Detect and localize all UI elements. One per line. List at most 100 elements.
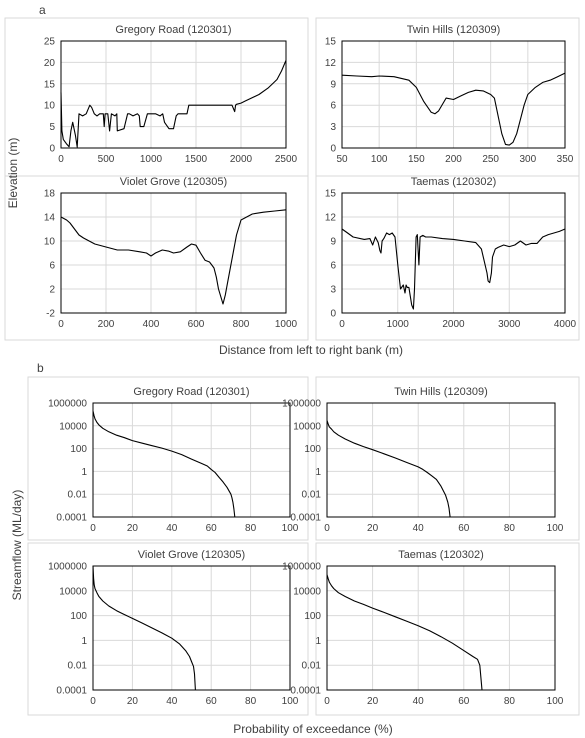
x-tick-label-twin-hills-flow: 100 — [547, 523, 564, 534]
y-tick-label-gregory-flow: 10000 — [59, 421, 87, 432]
x-tick-label-gregory-flow: 80 — [245, 523, 257, 534]
x-tick-label-taemas-elevation: 0 — [339, 319, 345, 330]
panel-frame-gregory-elevation — [4, 17, 309, 179]
y-tick-label-violet-elevation: 2 — [49, 285, 55, 296]
x-tick-label-violet-flow: 80 — [245, 696, 257, 707]
y-tick-label-twin-hills-elevation: 6 — [330, 101, 336, 112]
x-tick-label-violet-elevation: 1000 — [275, 319, 298, 330]
y-tick-label-violet-flow: 0.0001 — [56, 686, 87, 697]
x-tick-label-gregory-elevation: 1000 — [140, 154, 163, 165]
panel-b-x-axis-label: Probability of exceedance (%) — [233, 722, 392, 736]
y-tick-label-violet-elevation: 10 — [44, 237, 56, 248]
series-line-twin-hills-elevation — [341, 72, 566, 146]
y-tick-label-violet-elevation: 14 — [44, 213, 56, 224]
x-tick-label-twin-hills-elevation: 350 — [557, 154, 574, 165]
x-tick-label-taemas-elevation: 2000 — [442, 319, 465, 330]
y-tick-label-violet-flow: 1000000 — [48, 562, 87, 573]
y-tick-label-taemas-elevation: 6 — [330, 261, 336, 272]
series-line-taemas-elevation — [341, 228, 566, 310]
y-tick-label-gregory-elevation: 10 — [44, 101, 56, 112]
plot-area-border-gregory-flow — [92, 402, 291, 518]
series-line-violet-flow — [92, 565, 196, 691]
panel-a-label: a — [39, 3, 46, 17]
x-tick-label-twin-hills-elevation: 250 — [482, 154, 499, 165]
y-tick-label-taemas-flow: 0.01 — [302, 661, 322, 672]
x-tick-label-taemas-flow: 60 — [458, 696, 470, 707]
y-tick-label-taemas-flow: 100 — [304, 611, 321, 622]
y-tick-label-twin-hills-elevation: 12 — [325, 58, 337, 69]
y-tick-label-twin-hills-elevation: 15 — [325, 37, 337, 48]
x-tick-label-gregory-elevation: 0 — [58, 154, 64, 165]
chart-title-violet-flow: Violet Grove (120305) — [138, 549, 245, 561]
x-tick-label-twin-hills-flow: 80 — [504, 523, 516, 534]
panel-b-label: b — [37, 361, 44, 375]
y-tick-label-violet-elevation: 6 — [49, 261, 55, 272]
y-tick-label-twin-hills-flow: 1000000 — [282, 399, 321, 410]
y-tick-label-violet-flow: 0.01 — [68, 661, 88, 672]
x-tick-label-gregory-flow: 60 — [206, 523, 218, 534]
y-tick-label-gregory-flow: 1000000 — [48, 399, 87, 410]
x-tick-label-twin-hills-elevation: 150 — [408, 154, 425, 165]
x-tick-label-gregory-elevation: 2500 — [275, 154, 298, 165]
panel-b-y-axis-label: Streamflow (ML/day) — [10, 490, 24, 601]
y-tick-label-twin-hills-flow: 10000 — [293, 421, 321, 432]
y-tick-label-taemas-elevation: 0 — [330, 309, 336, 320]
x-tick-label-taemas-flow: 40 — [413, 696, 425, 707]
x-tick-label-twin-hills-flow: 20 — [367, 523, 379, 534]
y-tick-label-violet-elevation: 18 — [44, 189, 56, 200]
x-tick-label-violet-flow: 40 — [166, 696, 178, 707]
plot-area-border-taemas-flow — [326, 565, 556, 691]
y-tick-label-violet-elevation: -2 — [46, 309, 55, 320]
y-tick-label-taemas-flow: 10000 — [293, 586, 321, 597]
x-tick-label-twin-hills-elevation: 100 — [371, 154, 388, 165]
x-tick-label-gregory-elevation: 1500 — [185, 154, 208, 165]
chart-title-twin-hills-flow: Twin Hills (120309) — [394, 386, 488, 398]
charts-layer: Gregory Road (120301)0 500 1000 1500 2000 250… — [44, 24, 577, 707]
y-tick-label-twin-hills-flow: 1 — [315, 467, 321, 478]
y-tick-label-gregory-elevation: 20 — [44, 58, 56, 69]
y-tick-label-gregory-elevation: 5 — [49, 122, 55, 133]
y-tick-label-twin-hills-flow: 0.0001 — [290, 513, 321, 524]
y-tick-label-twin-hills-elevation: 3 — [330, 122, 336, 133]
y-tick-label-twin-hills-flow: 0.01 — [302, 490, 322, 501]
y-tick-label-twin-hills-elevation: 9 — [330, 79, 336, 90]
x-tick-label-taemas-flow: 80 — [504, 696, 516, 707]
panel-frame-gregory-flow — [27, 376, 309, 541]
panel-a-y-axis-label: Elevation (m) — [6, 138, 20, 209]
x-tick-label-twin-hills-elevation: 50 — [336, 154, 348, 165]
chart-title-violet-elevation: Violet Grove (120305) — [120, 176, 227, 188]
x-tick-label-violet-flow: 0 — [90, 696, 96, 707]
x-tick-label-taemas-flow: 20 — [367, 696, 379, 707]
y-tick-label-violet-flow: 100 — [70, 611, 87, 622]
y-tick-label-gregory-flow: 0.01 — [68, 490, 88, 501]
panel-a-x-axis-label: Distance from left to right bank (m) — [219, 343, 403, 357]
y-tick-label-taemas-flow: 1000000 — [282, 562, 321, 573]
y-tick-label-violet-flow: 1 — [81, 636, 87, 647]
x-tick-label-violet-elevation: 200 — [98, 319, 115, 330]
series-line-twin-hills-flow — [326, 420, 451, 518]
x-tick-label-taemas-flow: 0 — [324, 696, 330, 707]
y-tick-label-taemas-flow: 0.0001 — [290, 686, 321, 697]
chart-title-gregory-elevation: Gregory Road (120301) — [115, 24, 231, 36]
y-tick-label-taemas-elevation: 3 — [330, 285, 336, 296]
y-tick-label-taemas-elevation: 12 — [325, 213, 337, 224]
x-tick-label-gregory-flow: 100 — [282, 523, 299, 534]
y-tick-label-taemas-elevation: 9 — [330, 237, 336, 248]
panel-frame-twin-hills-flow — [315, 376, 580, 541]
chart-title-taemas-elevation: Taemas (120302) — [411, 176, 497, 188]
x-tick-label-violet-flow: 100 — [282, 696, 299, 707]
y-tick-label-gregory-elevation: 25 — [44, 37, 56, 48]
x-tick-label-gregory-elevation: 500 — [98, 154, 115, 165]
series-line-gregory-flow — [92, 410, 236, 518]
chart-title-gregory-flow: Gregory Road (120301) — [133, 386, 249, 398]
y-tick-label-taemas-flow: 1 — [315, 636, 321, 647]
x-tick-label-gregory-flow: 0 — [90, 523, 96, 534]
chart-title-twin-hills-elevation: Twin Hills (120309) — [407, 24, 501, 36]
x-tick-label-taemas-elevation: 4000 — [554, 319, 577, 330]
y-tick-label-gregory-elevation: 0 — [49, 144, 55, 155]
chart-title-taemas-flow: Taemas (120302) — [398, 549, 484, 561]
y-tick-label-gregory-elevation: 15 — [44, 79, 56, 90]
x-tick-label-gregory-flow: 20 — [127, 523, 139, 534]
plot-area-border-violet-elevation — [60, 192, 287, 314]
